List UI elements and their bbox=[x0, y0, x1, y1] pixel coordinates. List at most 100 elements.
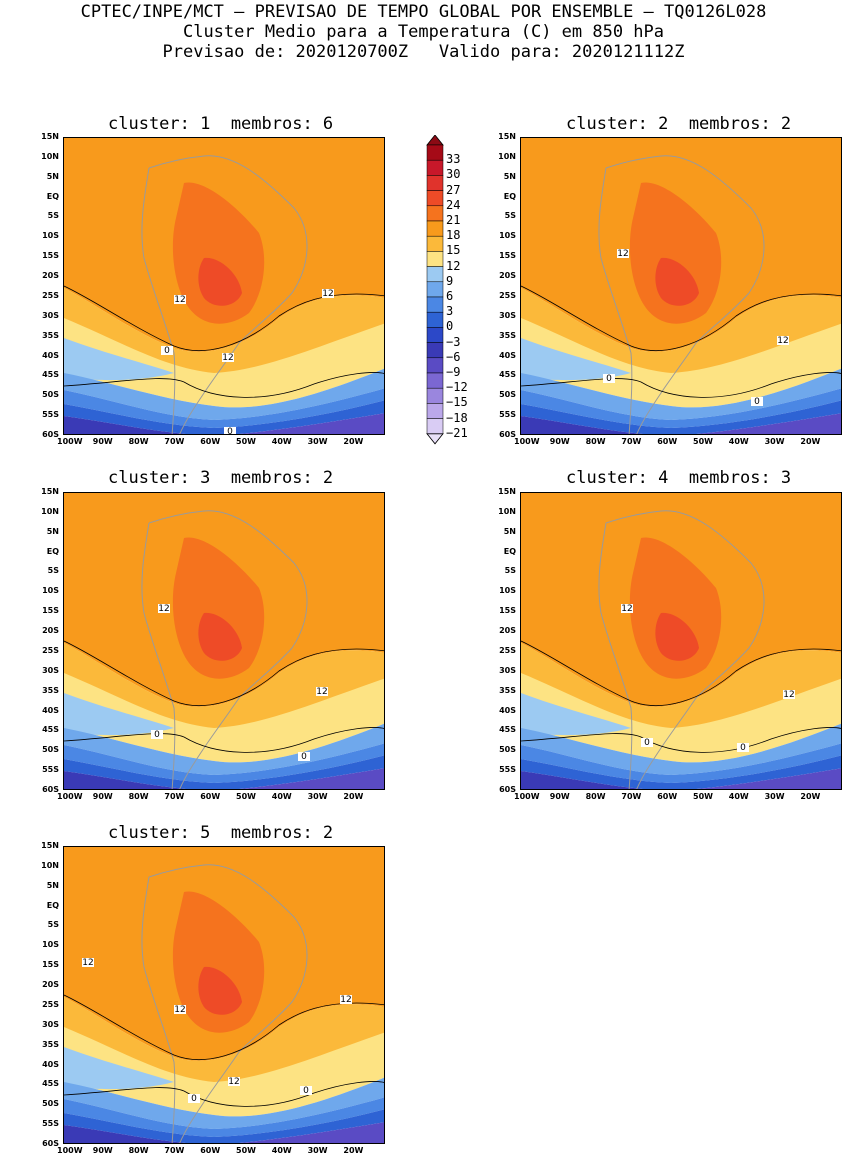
contour-label: 12 bbox=[222, 353, 234, 363]
lon-tick: 80W bbox=[585, 437, 606, 446]
lon-tick: 50W bbox=[693, 792, 713, 801]
lon-tick: 40W bbox=[728, 792, 749, 801]
lat-tick: 30S bbox=[499, 665, 516, 675]
colorbar-swatch bbox=[426, 296, 444, 313]
lat-tick: 35S bbox=[42, 330, 59, 340]
contour-label: 12 bbox=[174, 295, 186, 305]
colorbar-swatch bbox=[426, 251, 444, 267]
contour-label: 12 bbox=[158, 604, 170, 614]
lon-tick: 90W bbox=[92, 1146, 113, 1155]
lon-tick: 100W bbox=[57, 792, 83, 801]
lat-tick: EQ bbox=[503, 546, 516, 556]
colorbar-swatch bbox=[426, 327, 444, 343]
lat-tick: 10N bbox=[41, 860, 59, 870]
lon-tick: 20W bbox=[343, 1146, 364, 1155]
contour-label: 0 bbox=[151, 730, 163, 740]
panel-1-title: cluster: 1 membros: 6 bbox=[108, 114, 334, 134]
lat-tick: 35S bbox=[499, 685, 516, 695]
lon-tick: 70W bbox=[621, 792, 642, 801]
lat-tick: EQ bbox=[46, 900, 59, 910]
lat-tick: 55S bbox=[42, 765, 59, 775]
panel-3-map: 12 12 0 0 bbox=[63, 492, 385, 790]
svg-text:0: 0 bbox=[606, 374, 612, 384]
lat-tick: 60S bbox=[499, 785, 516, 794]
lat-tick: 40S bbox=[42, 350, 59, 360]
colorbar-swatch bbox=[426, 190, 444, 207]
lat-tick: 35S bbox=[499, 330, 516, 340]
lon-tick: 30W bbox=[307, 1146, 328, 1155]
lat-tick: 10S bbox=[499, 231, 516, 241]
lon-tick: 100W bbox=[514, 437, 540, 446]
lat-tick: 5S bbox=[504, 211, 516, 221]
lat-tick: 10N bbox=[498, 151, 516, 161]
contour-label: 12 bbox=[621, 604, 633, 614]
lat-tick: 55S bbox=[499, 765, 516, 775]
lat-tick: EQ bbox=[503, 191, 516, 201]
contour-label: 12 bbox=[783, 690, 795, 700]
lat-tick: 30S bbox=[42, 1019, 59, 1029]
lon-tick: 80W bbox=[128, 1146, 149, 1155]
colorbar-label: 30 bbox=[446, 167, 461, 182]
contour-label: 0 bbox=[641, 738, 653, 748]
svg-text:0: 0 bbox=[154, 730, 160, 740]
lat-tick: 30S bbox=[42, 310, 59, 320]
lon-tick: 60W bbox=[200, 1146, 221, 1155]
svg-text:12: 12 bbox=[174, 295, 185, 305]
contour-label: 0 bbox=[188, 1094, 200, 1104]
svg-text:12: 12 bbox=[621, 604, 632, 614]
lon-tick: 20W bbox=[343, 437, 364, 446]
lon-tick: 50W bbox=[693, 437, 713, 446]
lat-tick: 40S bbox=[499, 350, 516, 360]
contour-label: 12 bbox=[340, 995, 352, 1005]
svg-text:12: 12 bbox=[322, 289, 333, 299]
lat-tick: 50S bbox=[42, 745, 59, 755]
lon-tick: 90W bbox=[549, 792, 570, 801]
lat-tick: 35S bbox=[42, 1039, 59, 1049]
temperature-field-1: 12 12 12 0 0 bbox=[64, 138, 384, 434]
colorbar-label: 15 bbox=[446, 243, 461, 258]
header-line-2: Cluster Medio para a Temperatura (C) em … bbox=[182, 22, 665, 42]
colorbar-swatch bbox=[426, 418, 444, 435]
lon-tick: 30W bbox=[307, 437, 328, 446]
lat-tick: 45S bbox=[499, 370, 516, 380]
colorbar-swatch bbox=[426, 159, 444, 176]
lat-tick: 5S bbox=[47, 211, 59, 221]
colorbar-label: 6 bbox=[446, 289, 454, 303]
lat-tick: 45S bbox=[499, 725, 516, 735]
header-line-1: CPTEC/INPE/MCT — PREVISAO DE TEMPO GLOBA… bbox=[80, 2, 767, 22]
colorbar-label: 0 bbox=[446, 319, 454, 334]
panel-4-map: 12 12 0 0 bbox=[520, 492, 842, 790]
colorbar-label: −15 bbox=[446, 395, 468, 410]
lat-tick: 5N bbox=[46, 526, 59, 536]
colorbar-swatch bbox=[426, 387, 444, 404]
lat-tick: 25S bbox=[42, 290, 59, 300]
colorbar-label: −21 bbox=[446, 425, 468, 440]
lat-tick: 25S bbox=[42, 999, 59, 1009]
panel-4-title: cluster: 4 membros: 3 bbox=[566, 468, 792, 488]
lon-tick: 80W bbox=[585, 792, 606, 801]
lat-tick: 20S bbox=[42, 626, 59, 636]
svg-text:0: 0 bbox=[303, 1086, 309, 1096]
colorbar: 33 30 27 24 21 18 15 12 9 6 3 0 −3 −6 −9 −12 −15 −18 −21 bbox=[425, 134, 485, 445]
contour-label: 0 bbox=[751, 397, 763, 407]
lat-tick: 15S bbox=[42, 251, 59, 261]
colorbar-swatch bbox=[426, 372, 444, 389]
lat-tick: 5S bbox=[47, 920, 59, 930]
contour-label: 0 bbox=[737, 743, 749, 753]
lat-tick: 15S bbox=[42, 606, 59, 616]
lat-tick: 45S bbox=[42, 370, 59, 380]
lat-tick: 20S bbox=[499, 271, 516, 281]
lat-tick: 50S bbox=[499, 390, 516, 400]
lon-tick: 30W bbox=[307, 792, 328, 801]
colorbar-swatch bbox=[426, 175, 444, 191]
temperature-field-4: 12 12 0 0 bbox=[521, 493, 841, 789]
contour-label: 12 bbox=[322, 289, 334, 299]
svg-text:0: 0 bbox=[740, 743, 746, 753]
svg-text:12: 12 bbox=[222, 353, 233, 363]
lon-tick: 30W bbox=[764, 437, 785, 446]
contour-label: 0 bbox=[300, 1086, 312, 1096]
lat-tick: 10N bbox=[41, 151, 59, 161]
svg-text:0: 0 bbox=[644, 738, 650, 748]
contour-label: 0 bbox=[298, 752, 310, 762]
lat-tick: 5N bbox=[46, 880, 59, 890]
